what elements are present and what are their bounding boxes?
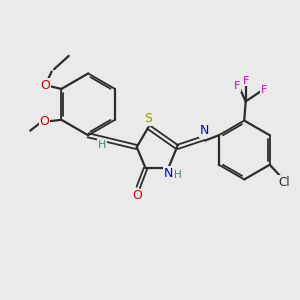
Text: O: O xyxy=(40,79,50,92)
Text: O: O xyxy=(132,189,142,202)
Text: S: S xyxy=(145,112,152,125)
Text: Cl: Cl xyxy=(279,176,290,189)
Text: O: O xyxy=(39,115,49,128)
Text: H: H xyxy=(98,140,106,150)
Text: F: F xyxy=(242,76,249,86)
Text: H: H xyxy=(174,170,182,180)
Text: N: N xyxy=(200,124,209,137)
Text: F: F xyxy=(261,85,267,94)
Text: N: N xyxy=(164,167,173,180)
Text: F: F xyxy=(234,81,240,91)
